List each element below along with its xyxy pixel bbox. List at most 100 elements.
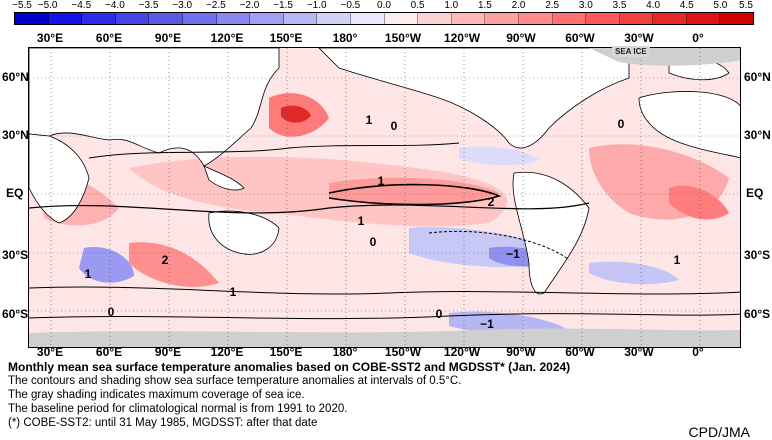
south-indian-cold-region <box>79 247 134 283</box>
north-pacific-cool-patch <box>459 146 539 166</box>
legend-swatch <box>485 13 519 24</box>
legend-tick-label: 0.5 <box>410 0 425 11</box>
legend-swatch <box>182 13 217 24</box>
legend-swatch <box>250 13 284 24</box>
longitude-label: 90°W <box>506 345 536 359</box>
longitude-label: 120°W <box>443 345 481 359</box>
longitude-label: 30°E <box>36 345 64 359</box>
legend-tick-label: −2.5 <box>205 0 226 11</box>
eurasia-land <box>29 48 280 167</box>
europe-africa-west-land <box>638 91 740 158</box>
legend-tick-label: 1.5 <box>477 0 492 11</box>
legend-tick-label: −0.5 <box>340 0 361 11</box>
contour-label: 0 <box>390 119 398 133</box>
legend-swatch <box>350 13 385 24</box>
longitude-label: 0° <box>692 31 704 45</box>
longitude-label: 120°W <box>443 31 481 45</box>
contour-label: 1 <box>357 214 365 228</box>
legend-swatch <box>720 13 754 24</box>
longitude-label: 60°E <box>95 31 123 45</box>
caption-line: The baseline period for climatological n… <box>8 403 348 415</box>
south-atlantic-cool <box>589 261 679 285</box>
longitude-label: 90°E <box>154 31 182 45</box>
legend-tick-label: −1.0 <box>306 0 327 11</box>
legend-tick-label: 2.5 <box>545 0 560 11</box>
caption-line: The contours and shading show sea surfac… <box>8 375 462 387</box>
longitude-label: 60°E <box>95 345 123 359</box>
kuroshio-hot-core <box>281 105 311 123</box>
longitude-label: 150°W <box>384 31 422 45</box>
legend-tick-label: 3.5 <box>612 0 627 11</box>
contour-line-0-southern-ocean <box>29 313 740 320</box>
lat-label-30n-left: 30°N <box>2 128 29 142</box>
legend-tick-label: −1.5 <box>273 0 293 11</box>
lat-label-60s-right: 60°S <box>744 307 771 321</box>
legend-swatch <box>384 13 419 24</box>
contour-label: 1 <box>365 113 373 127</box>
longitude-label: 30°E <box>36 31 64 45</box>
legend-tick-label: 5.5 <box>739 0 753 11</box>
legend-tick-label: 4.5 <box>679 0 694 11</box>
longitude-label: 120°E <box>210 345 244 359</box>
legend-swatch <box>317 13 351 24</box>
lat-label-30s-right: 30°S <box>744 248 771 262</box>
legend-swatch <box>115 13 150 24</box>
legend-tick-label: −4.0 <box>105 0 125 11</box>
north-america-land <box>318 48 630 149</box>
longitude-label: 150°E <box>269 31 303 45</box>
credit: CPD/JMA <box>688 424 750 440</box>
contour-label: 2 <box>161 253 169 267</box>
map-canvas <box>29 48 740 347</box>
contour-line-0-south <box>29 286 740 295</box>
contour-label: 0 <box>107 305 115 319</box>
legend-swatch <box>518 13 553 24</box>
legend-tick-label: −5.0 <box>37 0 58 11</box>
contour-label: −1 <box>506 247 520 261</box>
legend-tick-label: −3.5 <box>138 0 159 11</box>
contour-line-2-equatorial <box>328 183 502 206</box>
legend-swatch <box>48 13 83 24</box>
legend-tick-label: 4.0 <box>646 0 661 11</box>
contour-line-north-pacific <box>88 142 460 159</box>
legend-swatch <box>15 13 49 24</box>
legend-swatch <box>149 13 183 24</box>
contour-label: 0 <box>369 235 377 249</box>
contour-label: 1 <box>673 253 681 267</box>
pacific-warm-band <box>129 156 508 227</box>
lat-label-60s-left: 60°S <box>2 307 29 321</box>
legend-tick-label: 3.0 <box>578 0 593 11</box>
legend-swatch <box>586 13 620 24</box>
legend-swatch <box>653 13 687 24</box>
longitude-label: 60°W <box>565 345 595 359</box>
caption-title: Monthly mean sea surface temperature ano… <box>8 360 571 374</box>
contour-label: 0 <box>435 307 443 321</box>
longitude-label: 0° <box>692 345 704 359</box>
longitude-labels-bottom: 30°E 60°E 90°E 120°E 150°E 180° 150°W 120°W 90°W… <box>0 345 772 361</box>
lat-label-60n-right: 60°N <box>744 70 771 84</box>
contour-label: 1 <box>84 267 92 281</box>
contour-label: 2 <box>487 195 495 209</box>
longitude-labels-top: 30°E 60°E 90°E 120°E 150°E 180° 150°W 120°W 90°W… <box>0 31 772 47</box>
longitude-label: 90°E <box>154 345 182 359</box>
contour-line-negative-south-pacific <box>428 230 570 261</box>
legend-swatch <box>82 13 116 24</box>
legend-tick-label: −4.5 <box>71 0 92 11</box>
equatorial-pacific-anomaly-2 <box>329 177 499 205</box>
longitude-label: 30°W <box>624 345 654 359</box>
legend-tick-label: −2.0 <box>239 0 260 11</box>
longitude-label: 60°W <box>565 31 595 45</box>
graticule <box>29 48 740 347</box>
legend-swatch <box>686 13 721 24</box>
legend-tick-label: 2.0 <box>511 0 526 11</box>
legend-tick-label: −3.0 <box>172 0 193 11</box>
lat-label-eq-right: EQ <box>746 186 764 200</box>
contour-label: −1 <box>480 317 494 331</box>
legend-tick-label: −5.5 <box>12 0 32 11</box>
contour-label: 1 <box>229 285 237 299</box>
legend-swatch <box>216 13 251 24</box>
legend-tick-label: 0.0 <box>377 0 391 11</box>
legend-tick-label: 5.0 <box>713 0 728 11</box>
legend-swatch <box>418 13 452 24</box>
legend-swatch <box>552 13 587 24</box>
legend-swatch <box>283 13 318 24</box>
